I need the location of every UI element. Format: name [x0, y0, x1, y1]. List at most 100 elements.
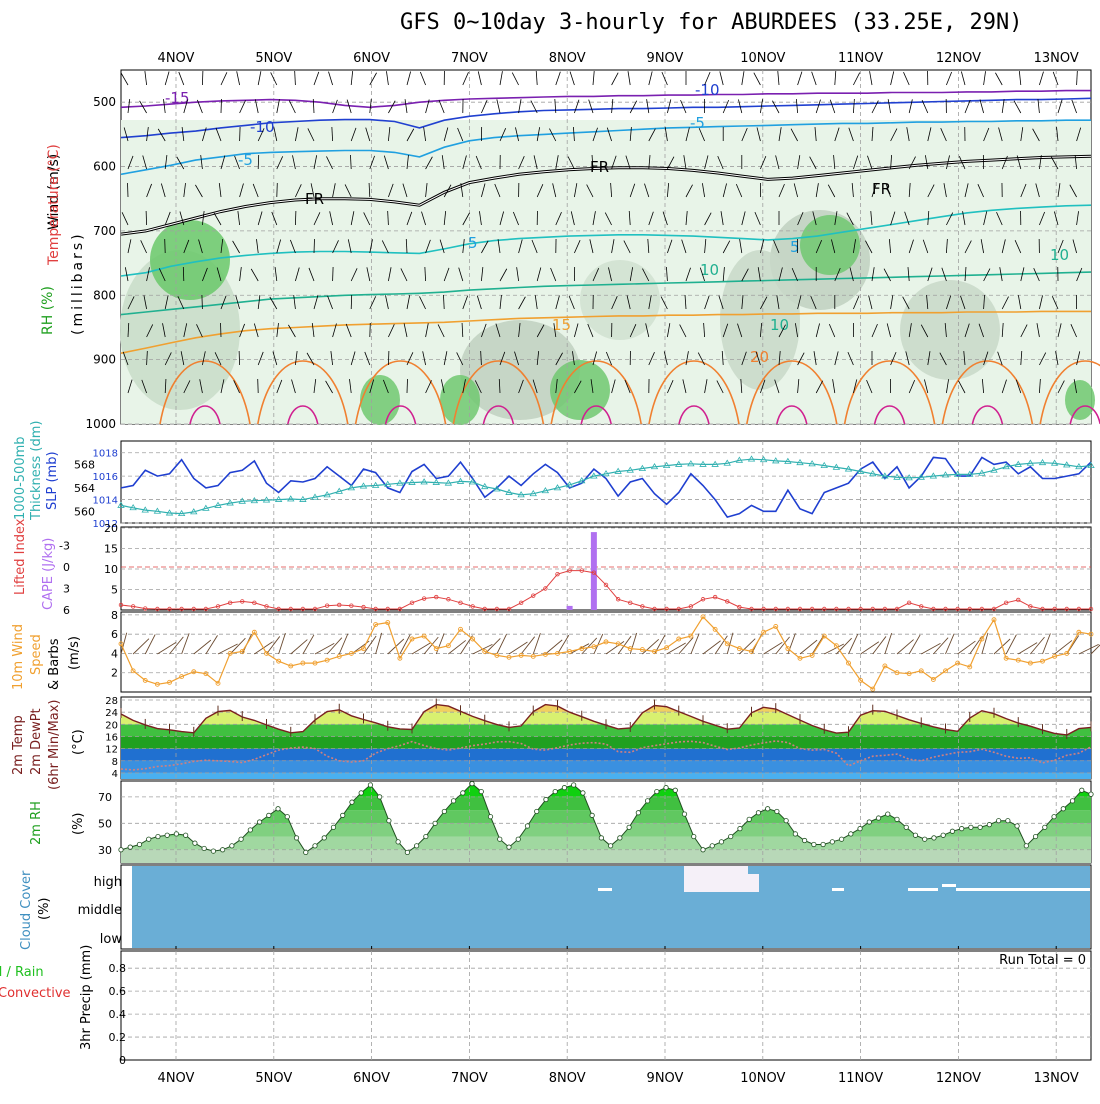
wind-barb	[255, 99, 258, 113]
cloud-cover-plot	[132, 866, 1090, 949]
rh2m-point	[710, 844, 714, 848]
panel-wind10	[121, 612, 1091, 692]
rh2m-point	[664, 785, 668, 789]
cape-bar	[567, 606, 573, 610]
date-tick-top: 6NOV	[353, 51, 390, 66]
panel-li-cape	[121, 527, 1091, 610]
temp-band	[121, 736, 1091, 748]
temp-tick: 4	[112, 769, 118, 780]
wind-barb	[497, 99, 500, 113]
date-tick-bottom: 13NOV	[1034, 1071, 1079, 1086]
pressure-tick: 600	[93, 160, 116, 174]
wind10-barb	[885, 633, 892, 654]
cloud-low-label: low	[100, 932, 123, 947]
rh2m-point	[331, 825, 335, 829]
wind-barb	[370, 73, 377, 85]
wind-barb	[271, 72, 277, 85]
slp-label: SLP (mb)	[45, 451, 60, 510]
wind10-barb	[497, 634, 507, 654]
wind10-barb	[558, 635, 569, 654]
rh2m-point	[1033, 834, 1037, 838]
temp-bands	[121, 697, 1091, 779]
cloud-trace-gap	[598, 888, 612, 891]
wind10-barb	[376, 633, 382, 654]
rh2m-unit-label: (%)	[71, 813, 86, 836]
wind-barb	[574, 100, 579, 113]
rh2m-point	[636, 811, 640, 815]
wind-barb	[570, 72, 574, 85]
wind-barb	[720, 71, 723, 85]
wind10-barb	[691, 634, 699, 654]
rh2m-point	[202, 846, 206, 850]
rh2m-point	[359, 791, 363, 795]
wind10-barb	[946, 634, 955, 654]
wind-barb	[853, 73, 859, 85]
wind-barb	[295, 71, 296, 85]
precip-plot: 00.20.40.60.8	[109, 951, 1092, 1067]
wind10-barb	[339, 634, 348, 654]
temp-tick: 28	[105, 696, 118, 707]
wind10-barb	[412, 643, 431, 654]
wind-barb	[258, 71, 261, 85]
cloud-trace-gap	[832, 888, 844, 891]
li-tick: 0	[63, 561, 70, 574]
wind10-barb	[145, 634, 155, 654]
rh2m-point	[719, 840, 723, 844]
date-tick-top: 13NOV	[1034, 51, 1079, 66]
rh2m-point	[322, 836, 326, 840]
wind10-barb	[764, 642, 783, 654]
rh2m-point	[544, 797, 548, 801]
rh2m-point	[839, 837, 843, 841]
temp-band	[121, 749, 1091, 761]
rh2m-point	[1070, 799, 1074, 803]
rh2m-point	[507, 845, 511, 849]
wind10-unit-label: (m/s)	[67, 636, 82, 670]
wind-barb	[481, 100, 487, 113]
wind-barb	[980, 99, 984, 113]
wind10-speed-label: Speed	[29, 634, 44, 675]
temp-tick: 8	[112, 757, 118, 768]
wind-barb	[1019, 71, 1020, 85]
cloud-notch	[748, 866, 760, 874]
thickness-tick: 564	[74, 482, 95, 495]
wind10-barb	[509, 642, 527, 654]
rh2m-point	[137, 842, 141, 846]
rh2m-point	[812, 842, 816, 846]
rh2m-point	[257, 820, 261, 824]
rh2m-point	[895, 817, 899, 821]
rh2m-point	[294, 836, 298, 840]
wind10-barb	[291, 640, 308, 654]
wind10-barb	[703, 641, 721, 654]
date-tick-bottom: 9NOV	[647, 1071, 684, 1086]
wind-barb	[870, 71, 872, 85]
precip-conv-label: Convective	[0, 986, 71, 1001]
rh2m-point	[147, 837, 151, 841]
rh2m-point	[433, 821, 437, 825]
rh-label: RH (%)	[40, 286, 56, 335]
panel1-labels: Wind (m/s) Temperature (°C) RH (%) (mill…	[40, 144, 86, 335]
rh2m-point	[451, 799, 455, 803]
date-tick-top: 11NOV	[838, 51, 883, 66]
wind10-barbs-label: & Barbs	[47, 638, 62, 690]
contour-label: 5	[790, 238, 800, 256]
pressure-tick: 900	[93, 353, 116, 367]
date-tick-bottom: 11NOV	[838, 1071, 883, 1086]
contour-label: 5	[468, 234, 478, 252]
panel4-labels: 10m Wind Speed & Barbs (m/s)	[11, 624, 82, 690]
wind-barb	[1039, 72, 1043, 85]
temp-label: Temperature (°C)	[46, 144, 62, 266]
wind10-barb	[545, 640, 562, 654]
rh2m-point	[867, 820, 871, 824]
rh2m-point	[969, 825, 973, 829]
thickness-label-1: 1000-500mb	[13, 436, 28, 520]
wind10-barb	[873, 636, 886, 654]
panel7-labels: Cloud Cover (%) high middle low	[19, 870, 122, 950]
wind-barb	[351, 71, 352, 85]
wind-barb	[145, 71, 147, 85]
rh2m-point	[498, 837, 502, 841]
rh2m-point	[618, 836, 622, 840]
wind10-barb	[157, 642, 176, 654]
wind-barb	[984, 71, 986, 85]
date-tick-top: 9NOV	[647, 51, 684, 66]
thickness-label-2: Thickness (dm)	[29, 421, 44, 521]
